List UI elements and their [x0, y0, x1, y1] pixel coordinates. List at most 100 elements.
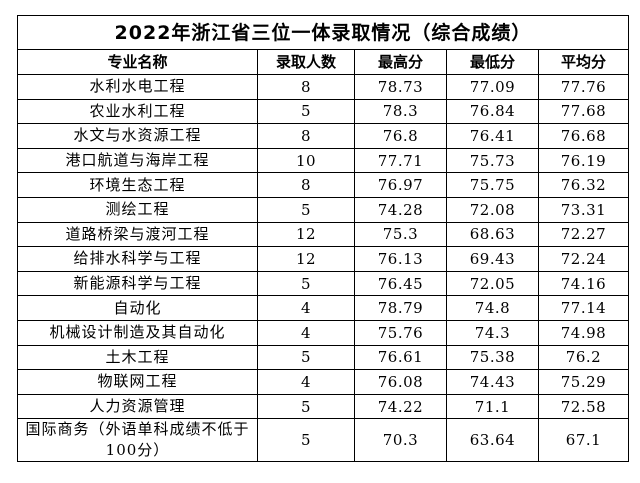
lowest-score-cell: 72.08 — [446, 196, 539, 223]
highest-score-cell: 78.79 — [354, 295, 447, 321]
average-score-cell: 76.32 — [538, 172, 629, 198]
lowest-score-cell: 75.73 — [446, 147, 539, 174]
highest-score-cell: 76.8 — [354, 123, 447, 149]
admitted-count-cell: 5 — [257, 270, 355, 297]
major-cell: 土木工程 — [17, 344, 258, 371]
lowest-score-cell: 71.1 — [446, 393, 539, 420]
major-cell: 道路桥梁与渡河工程 — [17, 221, 258, 248]
highest-score-cell: 78.3 — [354, 98, 447, 125]
table-row: 给排水科学与工程 12 76.13 69.43 72.24 — [17, 246, 629, 272]
highest-score-cell: 74.22 — [354, 393, 447, 420]
average-score-cell: 74.98 — [538, 319, 629, 346]
table-row: 环境生态工程 8 76.97 75.75 76.32 — [17, 172, 629, 198]
major-cell: 水利水电工程 — [17, 74, 258, 100]
highest-score-cell: 77.71 — [354, 147, 447, 174]
lowest-score-cell: 74.3 — [446, 319, 539, 346]
average-score-cell: 72.27 — [538, 221, 629, 248]
average-score-cell: 72.58 — [538, 393, 629, 420]
average-score-cell: 72.24 — [538, 246, 629, 272]
average-score-cell: 75.29 — [538, 369, 629, 395]
average-score-cell: 77.76 — [538, 74, 629, 100]
highest-score-cell: 70.3 — [354, 418, 447, 463]
highest-score-cell: 76.45 — [354, 270, 447, 297]
highest-score-cell: 76.97 — [354, 172, 447, 198]
admitted-count-cell: 5 — [257, 98, 355, 125]
header-row: 专业名称 录取人数 最高分 最低分 平均分 — [17, 49, 629, 75]
admission-table: 2022年浙江省三位一体录取情况（综合成绩） 专业名称 录取人数 最高分 最低分… — [17, 15, 629, 463]
average-score-cell: 77.68 — [538, 98, 629, 125]
lowest-score-cell: 76.84 — [446, 98, 539, 125]
admitted-count-cell: 8 — [257, 172, 355, 198]
major-cell: 物联网工程 — [17, 369, 258, 395]
admitted-count-cell: 4 — [257, 369, 355, 395]
lowest-score-cell: 68.63 — [446, 221, 539, 248]
header-average-score: 平均分 — [538, 49, 629, 75]
major-cell: 国际商务（外语单科成绩不低于100分） — [17, 418, 258, 463]
admitted-count-cell: 12 — [257, 221, 355, 248]
highest-score-cell: 76.13 — [354, 246, 447, 272]
highest-score-cell: 74.28 — [354, 196, 447, 223]
admitted-count-cell: 4 — [257, 295, 355, 321]
table-row: 自动化 4 78.79 74.8 77.14 — [17, 295, 629, 321]
table-row: 港口航道与海岸工程 10 77.71 75.73 76.19 — [17, 147, 629, 174]
table-row: 土木工程 5 76.61 75.38 76.2 — [17, 344, 629, 371]
major-cell: 机械设计制造及其自动化 — [17, 319, 258, 346]
highest-score-cell: 75.3 — [354, 221, 447, 248]
admitted-count-cell: 8 — [257, 74, 355, 100]
lowest-score-cell: 76.41 — [446, 123, 539, 149]
admitted-count-cell: 10 — [257, 147, 355, 174]
admitted-count-cell: 4 — [257, 319, 355, 346]
average-score-cell: 67.1 — [538, 418, 629, 463]
average-score-cell: 76.2 — [538, 344, 629, 371]
table-row: 农业水利工程 5 78.3 76.84 77.68 — [17, 98, 629, 125]
major-cell: 自动化 — [17, 295, 258, 321]
admitted-count-cell: 12 — [257, 246, 355, 272]
table-row: 国际商务（外语单科成绩不低于100分） 5 70.3 63.64 67.1 — [17, 418, 629, 463]
lowest-score-cell: 63.64 — [446, 418, 539, 463]
table-body: 水利水电工程 8 78.73 77.09 77.76 农业水利工程 5 78.3 76.84 77… — [17, 74, 629, 463]
admitted-count-cell: 5 — [257, 196, 355, 223]
major-cell: 给排水科学与工程 — [17, 246, 258, 272]
major-cell: 测绘工程 — [17, 196, 258, 223]
average-score-cell: 77.14 — [538, 295, 629, 321]
major-cell: 港口航道与海岸工程 — [17, 147, 258, 174]
table-row: 测绘工程 5 74.28 72.08 73.31 — [17, 196, 629, 223]
major-cell: 环境生态工程 — [17, 172, 258, 198]
table-row: 水利水电工程 8 78.73 77.09 77.76 — [17, 74, 629, 100]
admitted-count-cell: 5 — [257, 344, 355, 371]
major-cell: 新能源科学与工程 — [17, 270, 258, 297]
admitted-count-cell: 8 — [257, 123, 355, 149]
admitted-count-cell: 5 — [257, 393, 355, 420]
header-lowest-score: 最低分 — [446, 49, 539, 75]
highest-score-cell: 75.76 — [354, 319, 447, 346]
table-row: 物联网工程 4 76.08 74.43 75.29 — [17, 369, 629, 395]
highest-score-cell: 76.61 — [354, 344, 447, 371]
lowest-score-cell: 74.43 — [446, 369, 539, 395]
table-row: 人力资源管理 5 74.22 71.1 72.58 — [17, 393, 629, 420]
lowest-score-cell: 69.43 — [446, 246, 539, 272]
header-highest-score: 最高分 — [354, 49, 447, 75]
table-row: 机械设计制造及其自动化 4 75.76 74.3 74.98 — [17, 319, 629, 346]
table-row: 水文与水资源工程 8 76.8 76.41 76.68 — [17, 123, 629, 149]
lowest-score-cell: 75.75 — [446, 172, 539, 198]
highest-score-cell: 78.73 — [354, 74, 447, 100]
lowest-score-cell: 77.09 — [446, 74, 539, 100]
major-cell: 农业水利工程 — [17, 98, 258, 125]
average-score-cell: 74.16 — [538, 270, 629, 297]
table-row: 新能源科学与工程 5 76.45 72.05 74.16 — [17, 270, 629, 297]
table-title: 2022年浙江省三位一体录取情况（综合成绩） — [17, 15, 629, 50]
lowest-score-cell: 74.8 — [446, 295, 539, 321]
highest-score-cell: 76.08 — [354, 369, 447, 395]
average-score-cell: 76.68 — [538, 123, 629, 149]
lowest-score-cell: 72.05 — [446, 270, 539, 297]
admission-table-container: 2022年浙江省三位一体录取情况（综合成绩） 专业名称 录取人数 最高分 最低分… — [17, 15, 629, 463]
major-cell: 人力资源管理 — [17, 393, 258, 420]
admitted-count-cell: 5 — [257, 418, 355, 463]
average-score-cell: 76.19 — [538, 147, 629, 174]
table-row: 道路桥梁与渡河工程 12 75.3 68.63 72.27 — [17, 221, 629, 248]
lowest-score-cell: 75.38 — [446, 344, 539, 371]
header-major: 专业名称 — [17, 49, 258, 75]
major-cell: 水文与水资源工程 — [17, 123, 258, 149]
header-admitted-count: 录取人数 — [257, 49, 355, 75]
average-score-cell: 73.31 — [538, 196, 629, 223]
